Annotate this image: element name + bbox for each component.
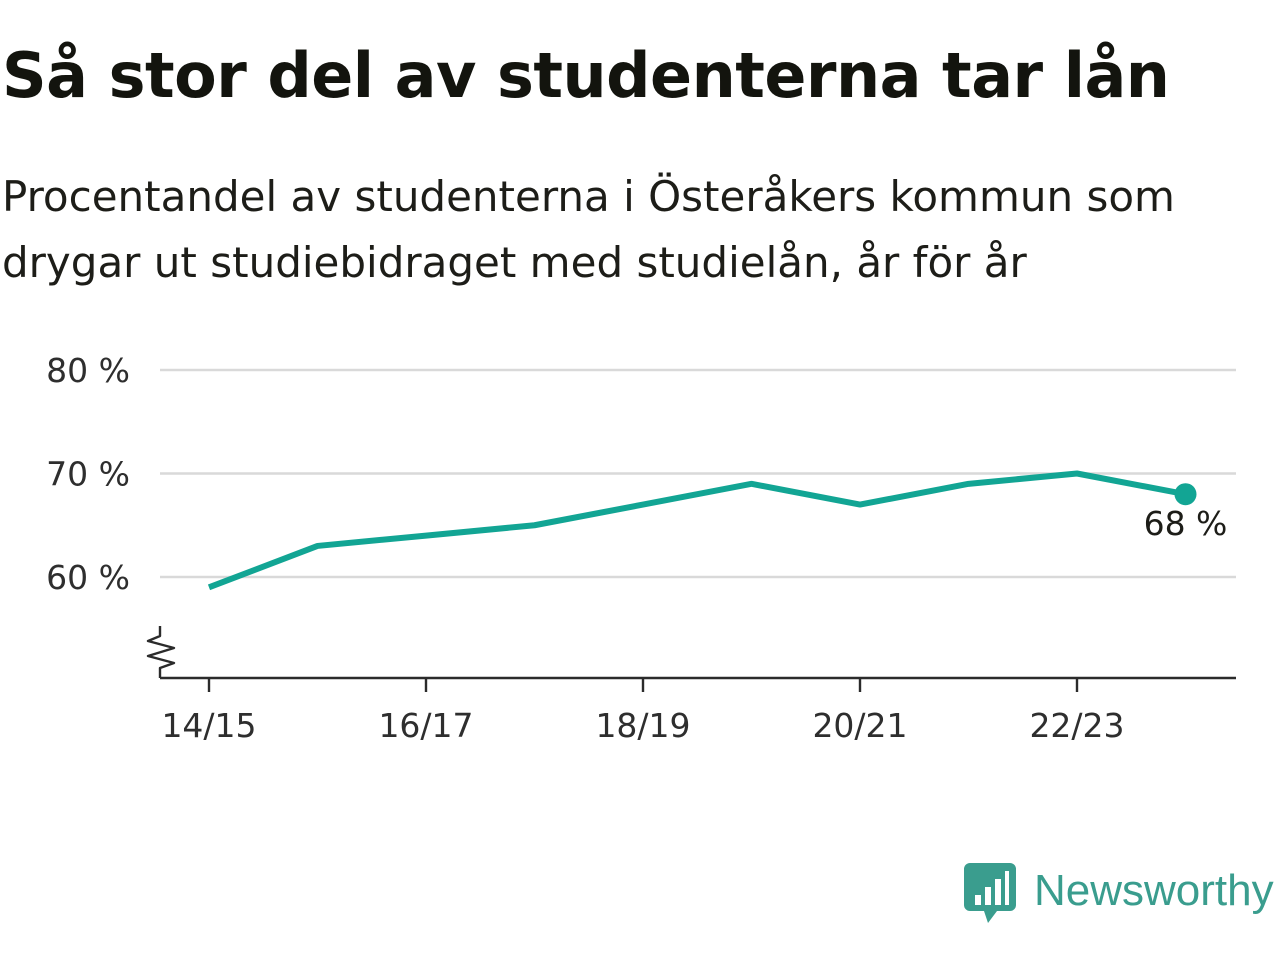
x-tick-label: 20/21 (812, 706, 907, 745)
brand-logo: Newsworthy (964, 862, 1274, 926)
series-layer: 68 % (207, 470, 1228, 591)
end-point-marker (1174, 483, 1197, 506)
end-value-label: 68 % (1144, 504, 1228, 543)
y-tick-label: 70 % (46, 455, 130, 494)
x-axis-labels: 14/15 16/17 18/19 20/21 22/23 (161, 678, 1125, 745)
axis-break-icon (146, 626, 176, 678)
x-tick-label: 16/17 (378, 706, 473, 745)
y-tick-label: 80 % (46, 351, 130, 390)
chart-title: Så stor del av studenterna tar lån (2, 39, 1170, 112)
x-tick-label: 18/19 (595, 706, 690, 745)
x-tick-label: 22/23 (1029, 706, 1124, 745)
y-axis-labels: 60 % 70 % 80 % (46, 351, 130, 597)
chart-subtitle: Procentandel av studenterna i Österåkers… (2, 172, 1175, 287)
axes (146, 626, 1236, 680)
x-tick-label: 14/15 (161, 706, 256, 745)
newsworthy-logo-icon (964, 863, 1016, 923)
series-line (207, 470, 1187, 591)
brand-name: Newsworthy (1034, 866, 1274, 915)
y-tick-label: 60 % (46, 558, 130, 597)
line-chart: 60 % 70 % 80 % 14/15 16/17 18/19 20/21 22/23 6… (46, 351, 1236, 745)
